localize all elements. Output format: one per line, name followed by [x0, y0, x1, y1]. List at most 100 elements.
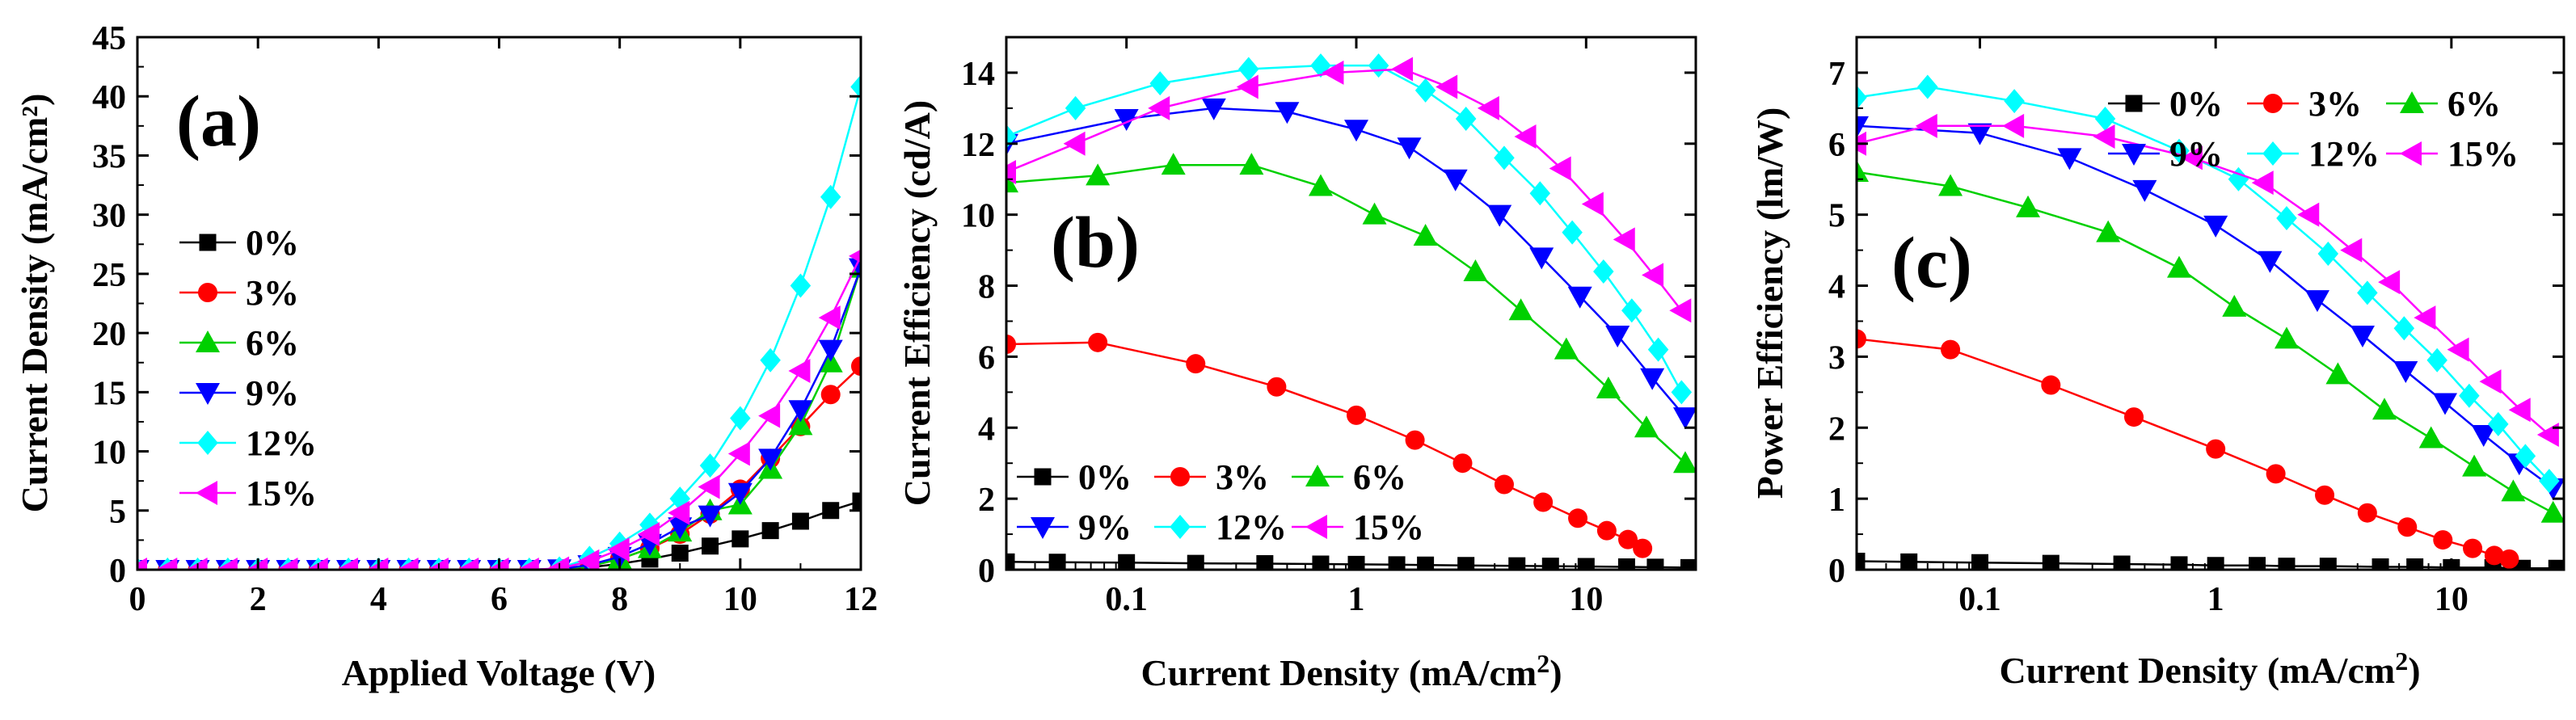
- panel-a-point-0pct-23: [822, 502, 840, 520]
- panel-c-point-9pct-0: [1857, 116, 1869, 138]
- panel-c-legend-item-12pct: 12%: [2247, 134, 2380, 174]
- panel-a-point-0pct-22: [791, 512, 809, 530]
- panel-b-point-15pct-7: [1477, 95, 1499, 120]
- panel-c-point-9pct-1: [1967, 123, 1992, 145]
- panel-c-ytick-label: 4: [1828, 269, 1845, 306]
- panel-a-legend-item-12pct: 12%: [179, 423, 317, 463]
- panel-a-ytick-label: 30: [92, 198, 126, 235]
- panel-a-point-15pct-21: [758, 403, 781, 428]
- panel-b-point-0pct-8: [1417, 556, 1435, 570]
- panel-a-point-0pct-19: [702, 537, 719, 555]
- panel-b-point-15pct-11: [1613, 227, 1635, 252]
- panel-b-legend-marker-15pct: [1305, 515, 1327, 539]
- panel-a-xtick-label: 4: [370, 581, 387, 618]
- panel-c-point-15pct-1: [1915, 113, 1937, 138]
- panel-c-xlabel: Current Density (mA/cm2): [1999, 646, 2420, 691]
- panel-b-point-12pct-13: [1647, 337, 1669, 362]
- panel-b-point-15pct-10: [1581, 192, 1604, 217]
- panel-b-point-6pct-8: [1508, 298, 1533, 321]
- panel-b-point-9pct-9: [1567, 286, 1592, 309]
- panel-a-legend-item-9pct: 9%: [179, 373, 299, 413]
- panel-c-point-3pct-0: [1857, 329, 1866, 349]
- panel-b-frame: [1005, 36, 1697, 571]
- panel-c-point-6pct-2: [2016, 195, 2041, 217]
- panel-b-point-6pct-7: [1463, 259, 1488, 281]
- panel-b-ylabel: Current Efficiency (cd/A): [896, 100, 938, 506]
- panel-b-series-layer: [1006, 53, 1696, 570]
- panel-c-point-9pct-4: [2203, 215, 2228, 238]
- panel-b-xtick-label: 1: [1348, 581, 1365, 618]
- panel-c-point-9pct-3: [2132, 179, 2157, 202]
- panel-c-legend-label-0pct: 0%: [2169, 84, 2223, 124]
- panel-c-point-9pct-9: [2433, 393, 2458, 415]
- panel-c-point-3pct-7: [2357, 503, 2377, 523]
- panel-b-ytick-label: 0: [978, 553, 995, 590]
- panel-a-legend-marker-3pct: [198, 283, 217, 302]
- panel-c-plot: [1857, 74, 2564, 570]
- panel-c-point-3pct-2: [2041, 375, 2061, 395]
- panel-a-plot: [137, 74, 861, 570]
- panel-b-point-3pct-5: [1405, 430, 1425, 450]
- panel-c-frame: [1855, 36, 2565, 571]
- panel-a-xtick-label: 12: [844, 581, 878, 618]
- panel-b-point-9pct-8: [1529, 247, 1554, 270]
- panel-b-legend-item-0pct: 0%: [1017, 457, 1132, 497]
- panel-b-legend-item-6pct: 6%: [1292, 457, 1406, 497]
- panel-a-series-3pct: [137, 356, 861, 570]
- panel-b-legend-item-9pct: 9%: [1017, 507, 1132, 547]
- panel-a-series-6pct-line: [137, 267, 861, 570]
- panel-c-legend-marker-6pct: [2400, 91, 2424, 113]
- panel-c-point-9pct-2: [2057, 148, 2082, 171]
- panel-b-point-9pct-5: [1397, 137, 1422, 160]
- panel-c: 0.1 1 10 0 1 2 3 4 5 6 7 (c) Current Density (mA/c…: [1749, 36, 2565, 691]
- panel-b-point-6pct-6: [1413, 224, 1438, 246]
- panel-a-point-15pct-17: [637, 522, 660, 547]
- panel-a-series-15pct: [137, 249, 861, 570]
- panel-a-xtick-label: 6: [491, 581, 508, 618]
- panel-c-ytick-label: 2: [1828, 411, 1845, 448]
- panel-b-point-12pct-5: [1368, 53, 1389, 78]
- panel-b-point-3pct-9: [1568, 508, 1588, 528]
- panel-b-ytick-label: 4: [978, 411, 995, 448]
- panel-a-point-0pct-18: [671, 544, 689, 562]
- panel-c-series-layer: [1857, 74, 2564, 570]
- panel-b-point-12pct-9: [1529, 181, 1551, 206]
- panel-b-ytick-label: 14: [961, 56, 995, 93]
- panel-c-xtick-label: 10: [2435, 581, 2468, 618]
- panel-a-xtick-label: 2: [250, 581, 267, 618]
- panel-c-xlabel-end: ): [2408, 650, 2420, 691]
- panel-a-point-15pct-14: [547, 556, 570, 570]
- panel-c-point-6pct-3: [2096, 220, 2121, 242]
- panel-c-point-12pct-2: [2004, 89, 2025, 114]
- panel-a-ytick-label: 15: [92, 375, 126, 412]
- panel-b-point-12pct-3: [1238, 57, 1259, 82]
- panel-c-ytick-label: 5: [1828, 198, 1845, 235]
- panel-a-point-15pct-5: [276, 558, 298, 570]
- panel-a-point-12pct-24: [850, 74, 861, 99]
- panel-c-point-15pct-12: [2508, 398, 2531, 423]
- panel-b-point-9pct-11: [1640, 368, 1665, 390]
- panel-b-point-3pct-6: [1452, 453, 1473, 474]
- panel-c-ytick-label: 0: [1828, 553, 1845, 590]
- panel-c-tag: (c): [1891, 223, 1972, 303]
- panel-b-point-6pct-10: [1596, 376, 1621, 398]
- panel-c-point-15pct-5: [2251, 171, 2274, 196]
- panel-b-series-9pct: [1006, 98, 1696, 430]
- panel-b-xlabel-sup: 2: [1537, 649, 1549, 678]
- panel-b-legend-label-15pct: 15%: [1353, 507, 1424, 547]
- panel-b-ytick-label: 8: [978, 269, 995, 306]
- panel-a-point-0pct-21: [761, 522, 779, 540]
- panel-b-xlabel-end: ): [1549, 652, 1562, 693]
- panel-a-point-0pct-24: [852, 492, 861, 510]
- panel-a-legend-item-3pct: 3%: [179, 273, 299, 313]
- panel-c-point-6pct-1: [1938, 174, 1963, 196]
- panel-a-point-15pct-19: [698, 474, 720, 499]
- panel-a-legend-marker-15pct: [196, 481, 217, 505]
- panel-a-ytick-label: 20: [92, 316, 126, 353]
- panel-c-legend-item-15pct: 15%: [2386, 134, 2519, 174]
- panel-c-point-0pct-1: [1900, 553, 1918, 570]
- panel-a-point-15pct-7: [336, 558, 359, 570]
- panel-b-point-12pct-8: [1494, 145, 1515, 171]
- panel-b-point-6pct-4: [1308, 174, 1333, 196]
- panel-b-legend-marker-6pct: [1305, 465, 1330, 486]
